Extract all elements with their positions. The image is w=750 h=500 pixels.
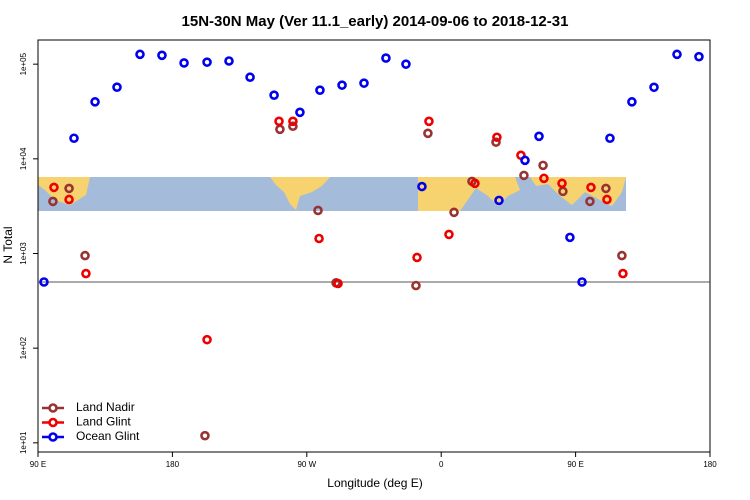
point [48,196,58,207]
point [412,252,422,263]
point [90,97,100,107]
point [470,178,480,189]
map-band [38,177,626,211]
point [538,160,548,171]
chart-title: 15N-30N May (Ver 11.1_early) 2014-09-06 … [182,13,569,30]
point [449,207,459,218]
point [401,59,411,69]
point [649,82,659,93]
point [112,82,122,93]
point [424,116,434,127]
point [39,277,49,287]
point [565,232,575,243]
y-tick-label: 1e+04 [19,147,28,170]
legend-swatch-marker [48,403,58,413]
point [605,133,615,144]
x-tick-label: 90 W [297,460,316,469]
point [519,170,529,181]
point [585,196,595,207]
point [381,53,391,63]
point [64,194,74,205]
point [275,124,285,135]
point [617,250,627,261]
point [202,334,212,345]
legend-swatch-marker [48,432,58,442]
point [179,58,189,68]
point [359,78,369,88]
point [627,97,637,107]
point [577,277,587,287]
point [602,194,612,205]
point [274,116,284,127]
point [313,205,323,216]
point [411,280,421,291]
point [694,51,704,62]
point [491,137,501,147]
legend-label: Ocean Glint [76,429,140,443]
y-tick-label: 1e+03 [19,242,28,265]
point [315,85,325,95]
point [618,268,628,279]
point [601,183,611,194]
point [81,268,91,279]
point [557,178,567,189]
legend-swatch-marker [48,417,58,428]
point [534,131,544,142]
point [333,278,343,289]
point [69,133,79,144]
y-axis-label: N Total [1,226,15,263]
x-axis-label: Longitude (deg E) [327,476,422,490]
y-tick-label: 1e+02 [19,336,28,359]
point [314,233,324,244]
legend-label: Land Nadir [76,400,135,414]
point [672,49,682,60]
point [539,173,549,184]
point [337,80,347,90]
point [295,107,305,118]
point [586,182,596,193]
point [494,195,504,206]
point [417,181,427,192]
x-tick-label: 90 E [567,460,583,469]
point [224,56,234,66]
y-tick-label: 1e+05 [19,52,28,75]
point [135,49,145,60]
point [492,132,502,143]
point [157,50,167,61]
point [444,229,454,240]
point [202,57,212,67]
x-tick-label: 0 [439,460,444,469]
x-tick-label: 180 [703,460,717,469]
point [64,183,74,194]
point [245,72,255,83]
point [269,90,279,101]
point [520,155,530,166]
point [49,182,59,193]
point [423,128,433,139]
legend-label: Land Glint [76,415,131,429]
x-tick-label: 180 [166,460,180,469]
point [288,116,298,127]
point [288,121,298,132]
y-tick-label: 1e+01 [19,431,28,454]
point [200,430,210,441]
point [80,250,90,261]
x-tick-label: 90 E [30,460,46,469]
plot-frame [37,39,711,453]
